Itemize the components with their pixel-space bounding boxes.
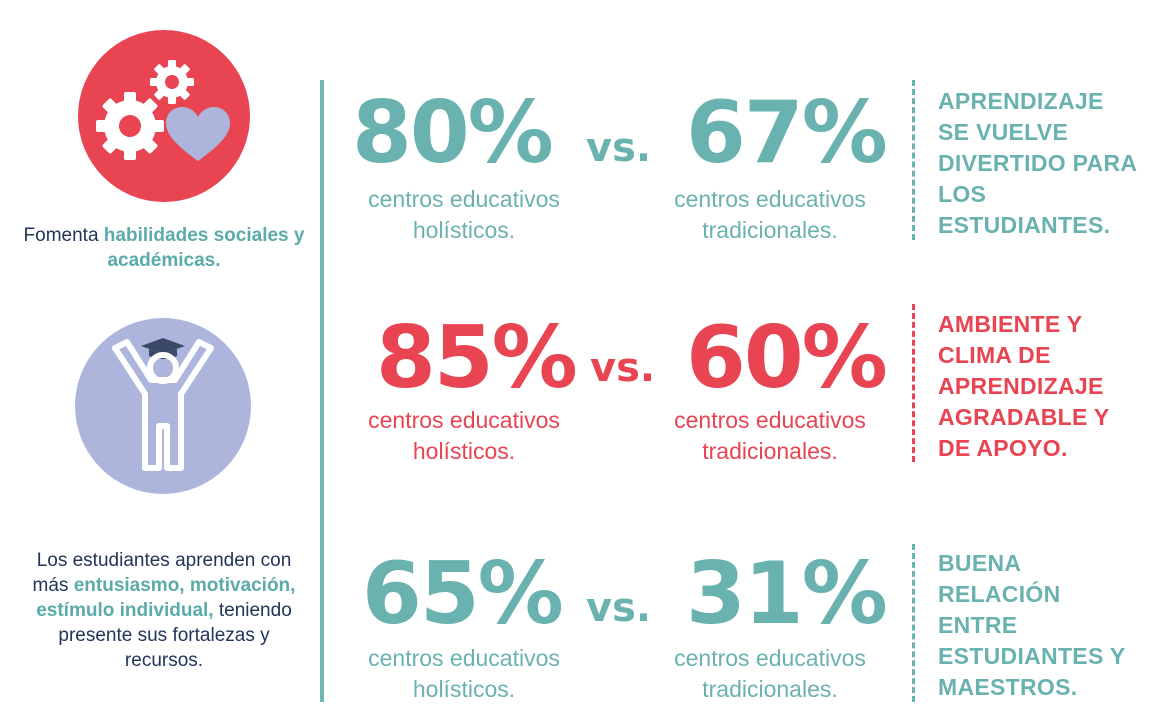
row1-note: APRENDIZAJE SE VUELVE DIVERTIDO PARA LOS… [938, 88, 1137, 238]
row1-holistic-caption: centros educativos holísticos. [368, 186, 560, 243]
student-circle [75, 318, 251, 494]
vertical-divider [320, 80, 324, 702]
student-enthusiasm-text: Los estudiantes aprenden con más entusia… [32, 550, 296, 671]
gears-heart-circle [78, 30, 250, 202]
row3-holistic-value: 65% [362, 544, 564, 644]
row2-holistic-caption: centros educativos holísticos. [368, 407, 560, 464]
row2-vs: vs. [590, 345, 656, 391]
row2-note: AMBIENTE Y CLIMA DE APRENDIZAJE AGRADABL… [938, 311, 1110, 461]
row3-note: BUENA RELACIÓN ENTRE ESTUDIANTES Y MAEST… [938, 550, 1126, 700]
row2-traditional-value: 60% [686, 308, 888, 408]
row2-dashed-divider [912, 304, 915, 462]
row2-holistic-value: 85% [376, 308, 578, 408]
row3-traditional-value: 31% [686, 544, 888, 644]
student-graduate-icon [112, 338, 214, 471]
row1-traditional-value: 67% [686, 83, 888, 183]
row3-holistic-caption: centros educativos holísticos. [368, 645, 560, 702]
row1-vs: vs. [586, 125, 652, 171]
row1-holistic-value: 80% [352, 83, 554, 183]
row3-traditional-caption: centros educativos tradicionales. [674, 645, 866, 702]
row3-vs: vs. [586, 585, 652, 631]
row1-dashed-divider [912, 80, 915, 240]
row2-traditional-caption: centros educativos tradicionales. [674, 407, 866, 464]
social-academic-skills-text: Fomenta habilidades sociales y académica… [23, 225, 305, 271]
gears-heart-icon [96, 60, 230, 161]
row1-traditional-caption: centros educativos tradicionales. [674, 186, 866, 243]
row3-dashed-divider [912, 544, 915, 702]
